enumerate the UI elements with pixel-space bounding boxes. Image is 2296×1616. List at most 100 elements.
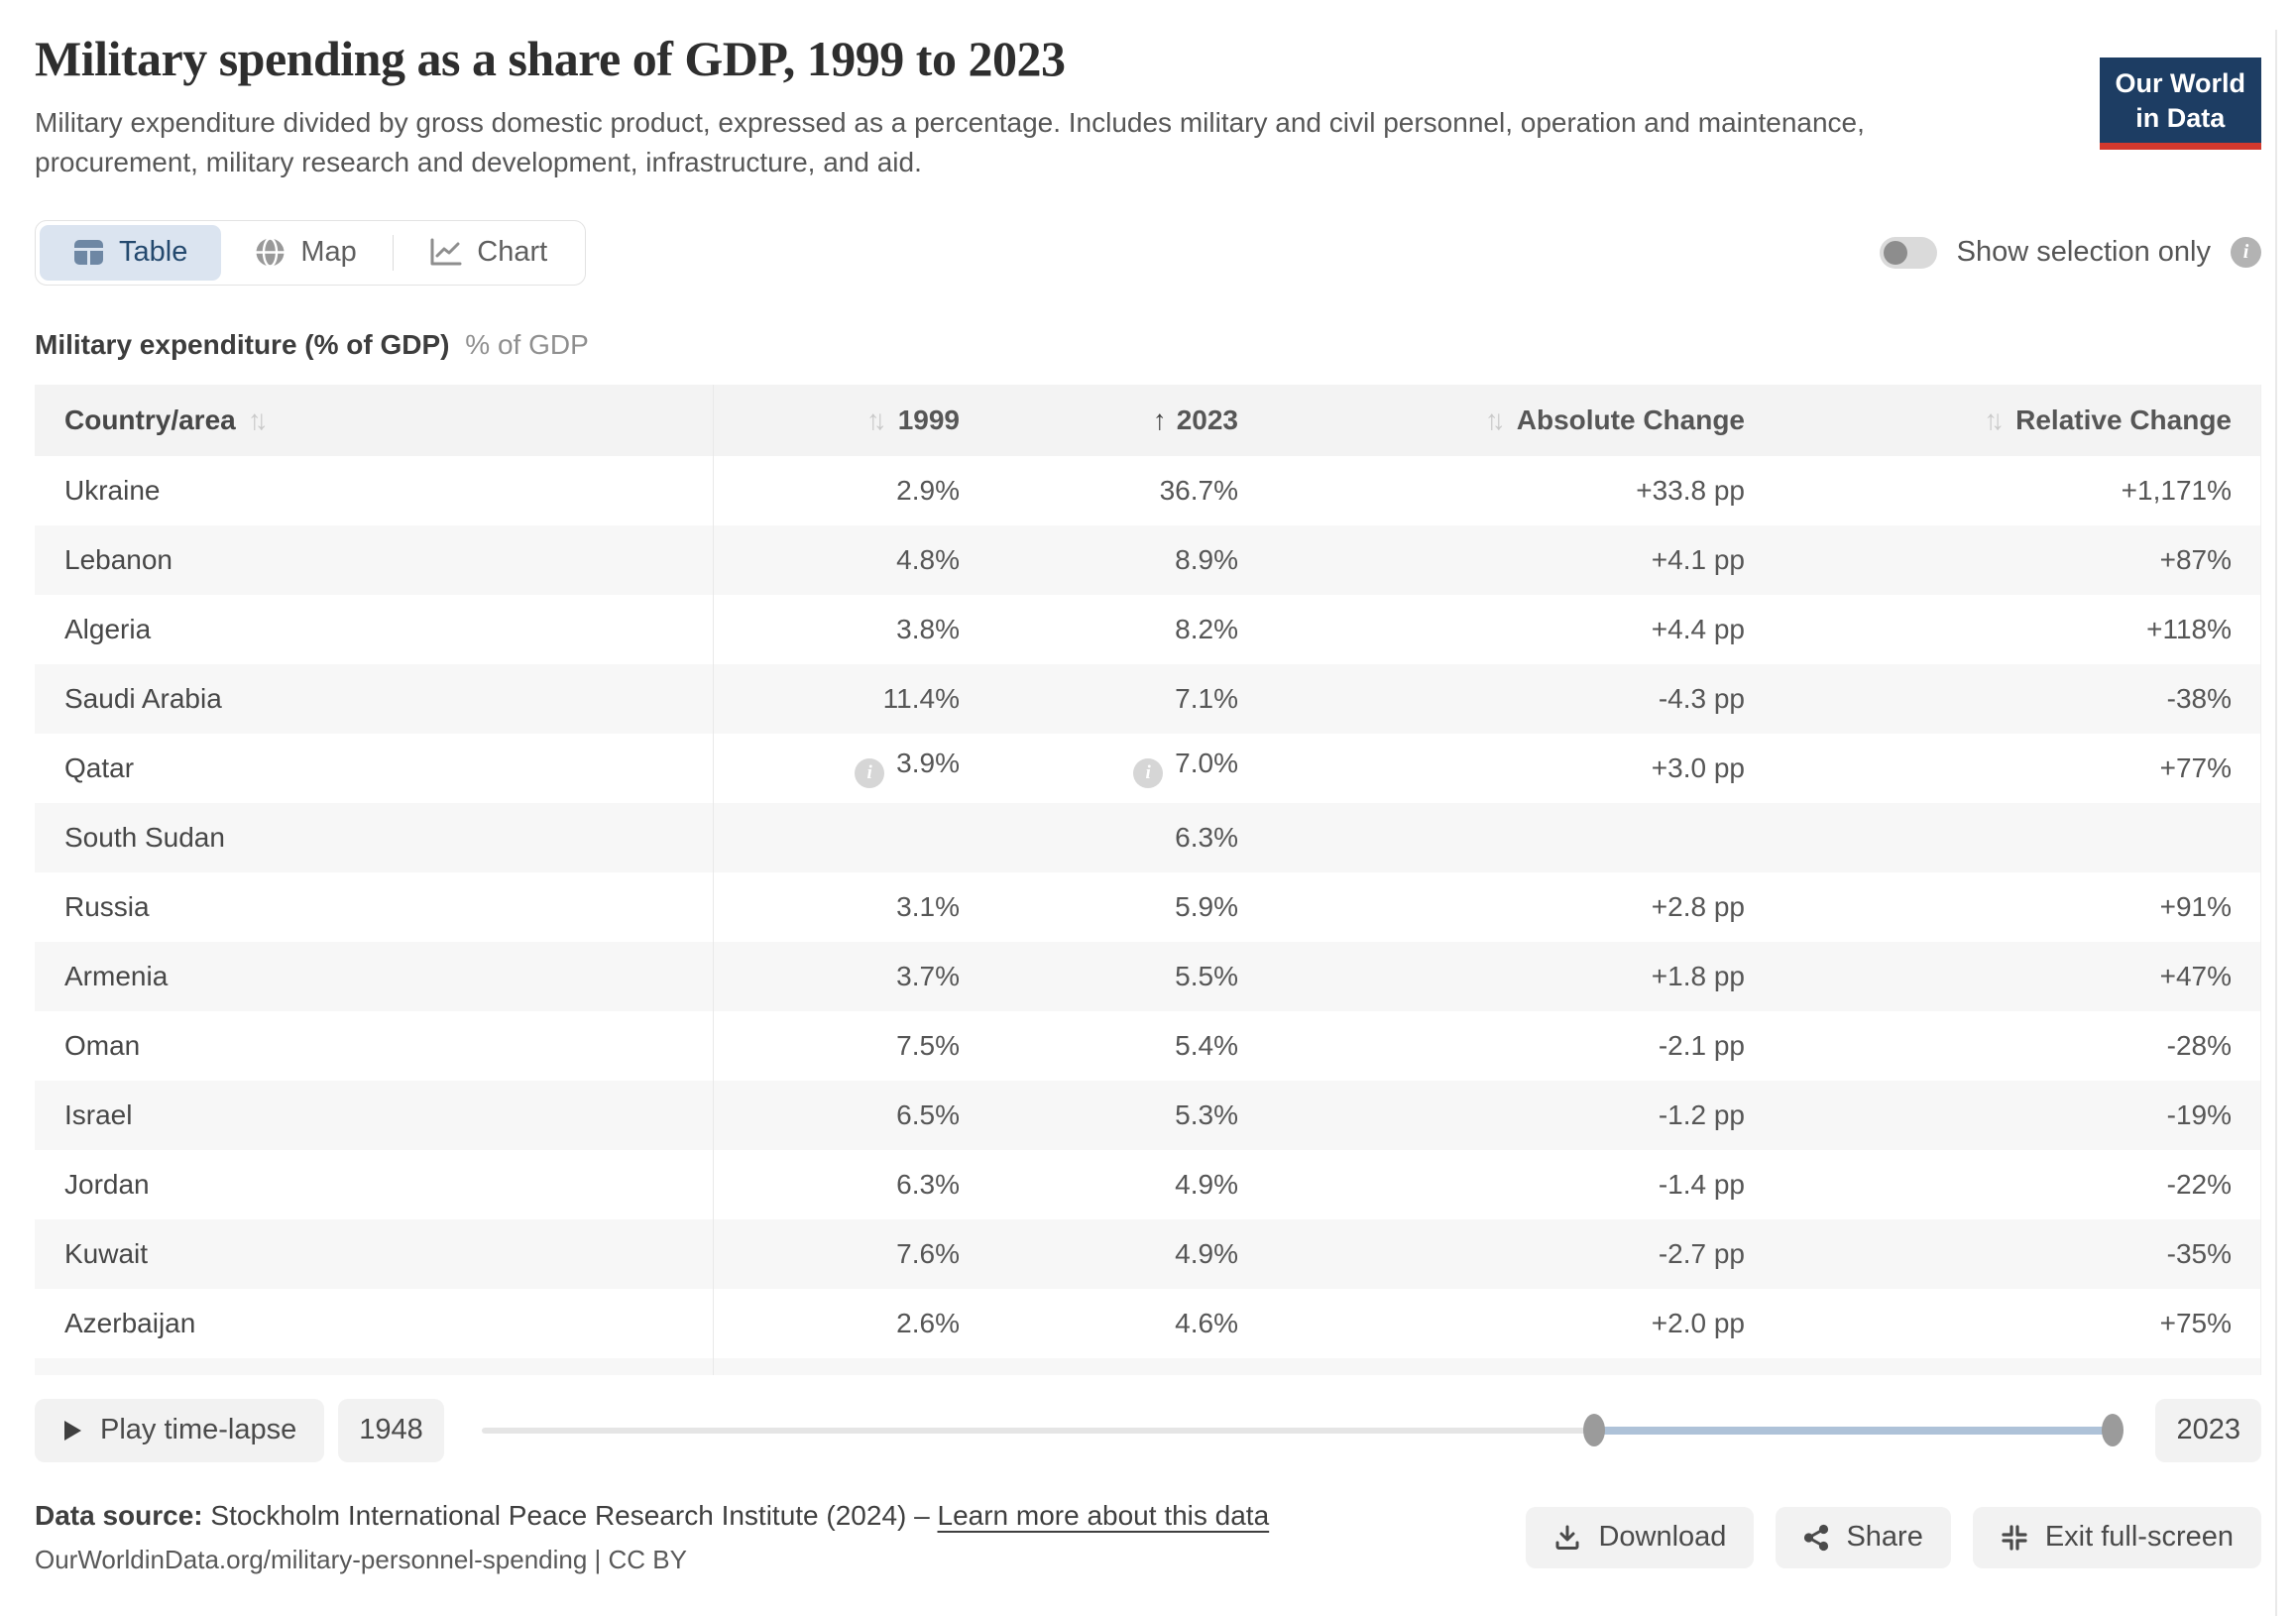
cell-value: 5.9% [1175, 890, 1238, 922]
download-icon [1555, 1525, 1579, 1550]
column-header-country-area[interactable]: Country/area ↑↓ [35, 384, 714, 456]
country-cell: Lebanon [35, 524, 714, 595]
country-cell: Oman [35, 1010, 714, 1081]
country-cell: Armenia [35, 941, 714, 1011]
value-cell: -1.4 pp [1238, 1169, 1745, 1201]
country-name: Jordan [64, 1168, 150, 1200]
value-cell: +2.0 pp [1238, 1308, 1745, 1339]
cell-value: 11.4% [882, 682, 960, 714]
source-text: Stockholm International Peace Research I… [210, 1499, 907, 1531]
table-header-row: Country/area ↑↓ ↑↓ 1999 ↑ 2023 ↑↓ Absolute Chan… [35, 384, 2261, 456]
country-cell [35, 1357, 714, 1375]
country-cell: Israel [35, 1080, 714, 1150]
tab-label: Chart [477, 236, 548, 268]
country-name: Azerbaijan [64, 1307, 196, 1338]
share-icon [1804, 1524, 1829, 1551]
table-row-ukraine: Ukraine 2.9% 36.7% +33.8 pp +1,171% [35, 455, 2261, 525]
slider-handle-start[interactable] [1583, 1413, 1606, 1446]
table-row-russia: Russia 3.1% 5.9% +2.8 pp +91% [35, 871, 2261, 942]
owid-logo-line1: Our World [2115, 68, 2246, 98]
cell-value: -1.2 pp [1658, 1098, 1745, 1130]
source-label: Data source: [35, 1499, 203, 1531]
column-header-1999[interactable]: ↑↓ 1999 [714, 385, 960, 456]
play-icon [64, 1420, 81, 1441]
tab-label: Table [119, 236, 188, 268]
value-cell: -35% [1745, 1238, 2261, 1270]
value-cell: 3.8% [714, 614, 960, 645]
slider-handle-end[interactable] [2102, 1413, 2124, 1446]
country-name: Algeria [64, 613, 152, 644]
column-header-absolute-change[interactable]: ↑↓ Absolute Change [1238, 385, 1745, 456]
cell-value: +3.0 pp [1651, 751, 1745, 783]
value-cell: 7.5% [714, 1030, 960, 1062]
cell-value: 6.3% [1175, 821, 1238, 853]
table-row-south-sudan: South Sudan 6.3% [35, 802, 2261, 872]
country-name: Kuwait [64, 1237, 149, 1269]
cell-value: 5.5% [1175, 960, 1238, 991]
show-selection-toggle[interactable] [1879, 236, 1937, 269]
grapher-page: Military spending as a share of GDP, 199… [0, 30, 2296, 1575]
value-cell: i 3.9% [714, 748, 960, 788]
learn-more-link[interactable]: Learn more about this data [937, 1499, 1270, 1531]
cell-value: 7.1% [1175, 682, 1238, 714]
metric-name: Military expenditure (% of GDP) [35, 328, 450, 360]
exit-fullscreen-button[interactable]: Exit full-screen [1972, 1506, 2261, 1568]
download-label: Download [1598, 1521, 1727, 1553]
value-cell: 4.8% [714, 544, 960, 576]
share-button[interactable]: Share [1776, 1506, 1951, 1568]
value-cell: +91% [1745, 891, 2261, 923]
cell-value: 2.6% [896, 1307, 960, 1338]
cell-value: +118% [2146, 613, 2232, 644]
download-button[interactable]: Download [1526, 1506, 1755, 1568]
value-cell: 5.3% [960, 1099, 1238, 1131]
value-cell: 6.3% [714, 1169, 960, 1201]
value-cell: -19% [1745, 1099, 2261, 1131]
value-cell: -28% [1745, 1030, 2261, 1062]
info-icon[interactable]: i [1133, 758, 1164, 788]
cell-value: -2.7 pp [1658, 1237, 1745, 1269]
value-cell: +1,171% [1745, 475, 2261, 507]
country-cell: Ukraine [35, 455, 714, 525]
value-cell: -1.2 pp [1238, 1099, 1745, 1131]
scrollbar-track[interactable] [2275, 30, 2277, 1616]
play-label: Play time-lapse [100, 1414, 297, 1445]
column-header-2023[interactable]: ↑ 2023 [960, 385, 1238, 456]
cell-value: +4.4 pp [1651, 613, 1745, 644]
column-header-relative-change[interactable]: ↑↓ Relative Change [1745, 385, 2261, 456]
country-cell: Jordan [35, 1149, 714, 1219]
slider-track[interactable] [481, 1427, 2119, 1434]
country-name: Oman [64, 1029, 141, 1061]
table-row-azerbaijan: Azerbaijan 2.6% 4.6% +2.0 pp +75% [35, 1288, 2261, 1358]
year-slider[interactable] [481, 1399, 2124, 1462]
value-cell: -2.1 pp [1238, 1030, 1745, 1062]
value-cell: 3.1% [714, 891, 960, 923]
cell-value: 7.0% [1175, 748, 1238, 778]
tab-map[interactable]: Map [221, 225, 390, 281]
source-line: Data source: Stockholm International Pea… [35, 1500, 1269, 1532]
view-tabs: Table Map Chart [35, 219, 587, 286]
value-cell: 5.5% [960, 961, 1238, 992]
cell-value: 5.4% [1175, 1029, 1238, 1061]
info-icon[interactable]: i [855, 758, 885, 788]
country-cell: Algeria [35, 594, 714, 664]
country-name: Israel [64, 1098, 133, 1130]
value-cell: 6.3% [960, 822, 1238, 854]
owid-logo[interactable]: Our World in Data [2099, 58, 2261, 151]
cell-value: -38% [2166, 682, 2232, 714]
country-name: Saudi Arabia [64, 682, 222, 714]
column-label: 2023 [1176, 404, 1238, 435]
tab-chart[interactable]: Chart [396, 225, 581, 281]
play-timelapse-button[interactable]: Play time-lapse [35, 1398, 325, 1462]
tab-table[interactable]: Table [40, 224, 222, 281]
column-label: Country/area [64, 404, 236, 435]
exit-fullscreen-icon [2002, 1524, 2027, 1551]
info-icon[interactable]: i [2231, 237, 2261, 268]
cell-value: 3.8% [896, 613, 960, 644]
toggle-knob [1883, 240, 1907, 265]
cell-value: 6.5% [896, 1098, 960, 1130]
country-name: Armenia [64, 960, 169, 991]
value-cell: +75% [1745, 1308, 2261, 1339]
exit-fullscreen-label: Exit full-screen [2044, 1521, 2234, 1553]
sort-icon: ↑↓ [1484, 404, 1506, 435]
table-row-partial [35, 1357, 2261, 1375]
